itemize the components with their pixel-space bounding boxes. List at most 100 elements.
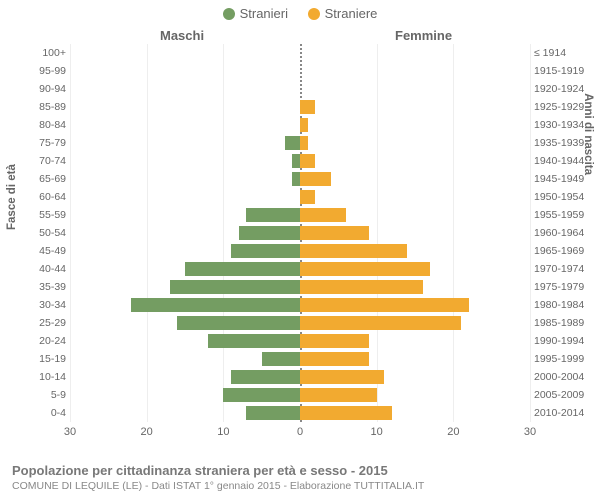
age-label: 70-74 — [32, 152, 66, 170]
x-tick-label: 30 — [64, 426, 76, 438]
birth-year-label: 1975-1979 — [534, 278, 590, 296]
birth-year-label: 2000-2004 — [534, 368, 590, 386]
age-row: 100+≤ 1914 — [70, 44, 530, 62]
age-row: 40-441970-1974 — [70, 260, 530, 278]
x-tick-label: 10 — [371, 426, 383, 438]
birth-year-label: 1970-1974 — [534, 260, 590, 278]
bar-female — [300, 370, 384, 384]
age-row: 20-241990-1994 — [70, 332, 530, 350]
birth-year-label: ≤ 1914 — [534, 44, 590, 62]
bar-female — [300, 136, 308, 150]
birth-year-label: 1930-1934 — [534, 116, 590, 134]
x-tick-label: 0 — [297, 426, 303, 438]
birth-year-label: 2010-2014 — [534, 404, 590, 422]
birth-year-label: 1995-1999 — [534, 350, 590, 368]
age-row: 80-841930-1934 — [70, 116, 530, 134]
bar-female — [300, 100, 315, 114]
age-row: 70-741940-1944 — [70, 152, 530, 170]
bar-male — [185, 262, 300, 276]
column-title-female: Femmine — [395, 28, 452, 43]
bar-male — [292, 154, 300, 168]
age-label: 50-54 — [32, 224, 66, 242]
bar-male — [208, 334, 300, 348]
bar-male — [170, 280, 300, 294]
legend-item-male: Stranieri — [223, 6, 288, 21]
age-row: 75-791935-1939 — [70, 134, 530, 152]
age-label: 60-64 — [32, 188, 66, 206]
legend-label-male: Stranieri — [240, 6, 288, 21]
plot-area: 3020100102030 100+≤ 191495-991915-191990… — [70, 44, 530, 422]
age-label: 30-34 — [32, 296, 66, 314]
bar-male — [131, 298, 300, 312]
bar-male — [239, 226, 300, 240]
age-label: 55-59 — [32, 206, 66, 224]
bar-male — [177, 316, 300, 330]
age-label: 75-79 — [32, 134, 66, 152]
birth-year-label: 1955-1959 — [534, 206, 590, 224]
bar-female — [300, 280, 423, 294]
bar-male — [285, 136, 300, 150]
birth-year-label: 1985-1989 — [534, 314, 590, 332]
age-row: 55-591955-1959 — [70, 206, 530, 224]
age-row: 90-941920-1924 — [70, 80, 530, 98]
legend-item-female: Straniere — [308, 6, 378, 21]
x-tick-label: 20 — [447, 426, 459, 438]
legend-swatch-male — [223, 8, 235, 20]
bar-male — [292, 172, 300, 186]
birth-year-label: 1915-1919 — [534, 62, 590, 80]
legend-label-female: Straniere — [325, 6, 378, 21]
age-row: 65-691945-1949 — [70, 170, 530, 188]
age-row: 85-891925-1929 — [70, 98, 530, 116]
age-row: 60-641950-1954 — [70, 188, 530, 206]
bar-female — [300, 226, 369, 240]
bar-male — [246, 406, 300, 420]
bar-male — [246, 208, 300, 222]
birth-year-label: 2005-2009 — [534, 386, 590, 404]
legend-swatch-female — [308, 8, 320, 20]
birth-year-label: 1945-1949 — [534, 170, 590, 188]
birth-year-label: 1960-1964 — [534, 224, 590, 242]
age-label: 35-39 — [32, 278, 66, 296]
column-title-male: Maschi — [160, 28, 204, 43]
population-pyramid-chart: Stranieri Straniere Maschi Femmine Fasce… — [0, 0, 600, 500]
bar-female — [300, 334, 369, 348]
bar-female — [300, 316, 461, 330]
bar-female — [300, 244, 407, 258]
caption: Popolazione per cittadinanza straniera p… — [12, 463, 588, 492]
birth-year-label: 1940-1944 — [534, 152, 590, 170]
age-label: 0-4 — [32, 404, 66, 422]
age-row: 0-42010-2014 — [70, 404, 530, 422]
age-label: 25-29 — [32, 314, 66, 332]
x-tick-label: 10 — [217, 426, 229, 438]
age-row: 45-491965-1969 — [70, 242, 530, 260]
grid-line — [530, 44, 531, 422]
bar-male — [223, 388, 300, 402]
bar-male — [231, 244, 300, 258]
age-label: 100+ — [32, 44, 66, 62]
legend: Stranieri Straniere — [0, 6, 600, 23]
age-row: 35-391975-1979 — [70, 278, 530, 296]
x-tick-label: 20 — [141, 426, 153, 438]
birth-year-label: 1980-1984 — [534, 296, 590, 314]
age-label: 20-24 — [32, 332, 66, 350]
age-label: 65-69 — [32, 170, 66, 188]
y-axis-left-title: Fasce di età — [6, 164, 18, 230]
age-row: 10-142000-2004 — [70, 368, 530, 386]
bar-female — [300, 208, 346, 222]
bar-female — [300, 172, 331, 186]
bar-female — [300, 388, 377, 402]
bar-female — [300, 118, 308, 132]
x-axis: 3020100102030 — [70, 422, 530, 442]
age-label: 15-19 — [32, 350, 66, 368]
birth-year-label: 1990-1994 — [534, 332, 590, 350]
age-label: 95-99 — [32, 62, 66, 80]
age-label: 90-94 — [32, 80, 66, 98]
bar-male — [231, 370, 300, 384]
birth-year-label: 1925-1929 — [534, 98, 590, 116]
birth-year-label: 1965-1969 — [534, 242, 590, 260]
caption-subtitle: COMUNE DI LEQUILE (LE) - Dati ISTAT 1° g… — [12, 480, 588, 492]
age-label: 10-14 — [32, 368, 66, 386]
age-row: 5-92005-2009 — [70, 386, 530, 404]
age-row: 25-291985-1989 — [70, 314, 530, 332]
bar-female — [300, 298, 469, 312]
